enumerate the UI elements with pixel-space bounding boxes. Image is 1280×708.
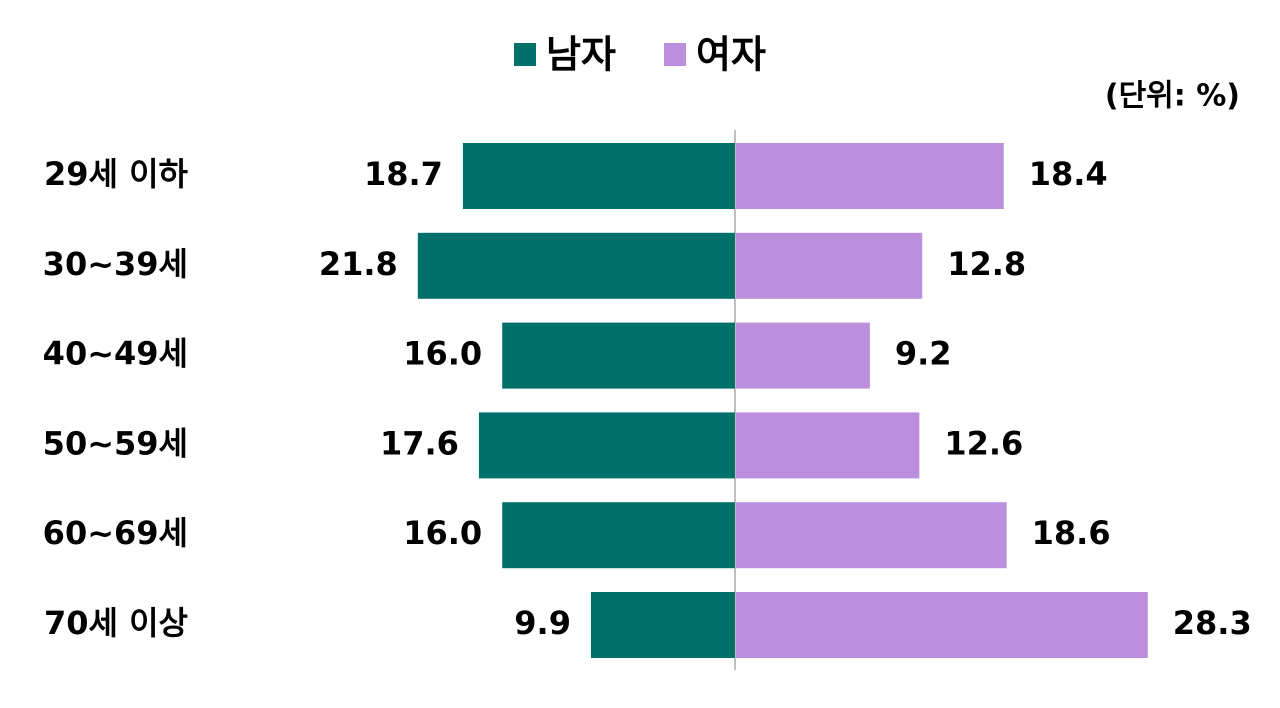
bar bbox=[736, 502, 1007, 569]
category-label: 29세 이하 bbox=[44, 155, 189, 193]
bar bbox=[417, 232, 735, 299]
bar bbox=[736, 322, 870, 389]
value-label: 18.4 bbox=[1029, 155, 1108, 193]
legend-swatch bbox=[664, 43, 686, 66]
value-label: 16.0 bbox=[403, 335, 482, 373]
value-label: 17.6 bbox=[380, 424, 459, 462]
unit-label: (단위: %) bbox=[1105, 79, 1240, 114]
category-label: 70세 이상 bbox=[44, 604, 188, 642]
category-label: 40~49세 bbox=[43, 335, 188, 373]
legend-label: 여자 bbox=[696, 33, 766, 77]
bar bbox=[736, 592, 1148, 658]
category-label: 50~59세 bbox=[43, 424, 188, 462]
bar bbox=[502, 322, 735, 389]
value-label: 12.6 bbox=[944, 424, 1023, 462]
bar bbox=[502, 502, 735, 569]
value-label: 9.9 bbox=[514, 604, 571, 642]
value-label: 21.8 bbox=[319, 245, 398, 283]
bar bbox=[462, 143, 735, 209]
category-label: 60~69세 bbox=[43, 514, 188, 552]
value-label: 18.6 bbox=[1032, 514, 1111, 552]
value-label: 18.7 bbox=[364, 155, 443, 193]
bar bbox=[478, 412, 735, 479]
value-label: 12.8 bbox=[947, 245, 1026, 283]
legend-swatch bbox=[514, 43, 536, 66]
value-label: 16.0 bbox=[403, 514, 482, 552]
category-label: 30~39세 bbox=[43, 245, 188, 283]
bar bbox=[736, 232, 923, 299]
bar bbox=[590, 592, 735, 658]
value-label: 9.2 bbox=[895, 335, 952, 373]
bar bbox=[736, 412, 920, 479]
bar bbox=[736, 143, 1004, 209]
value-label: 28.3 bbox=[1173, 604, 1252, 642]
legend-label: 남자 bbox=[546, 33, 616, 77]
